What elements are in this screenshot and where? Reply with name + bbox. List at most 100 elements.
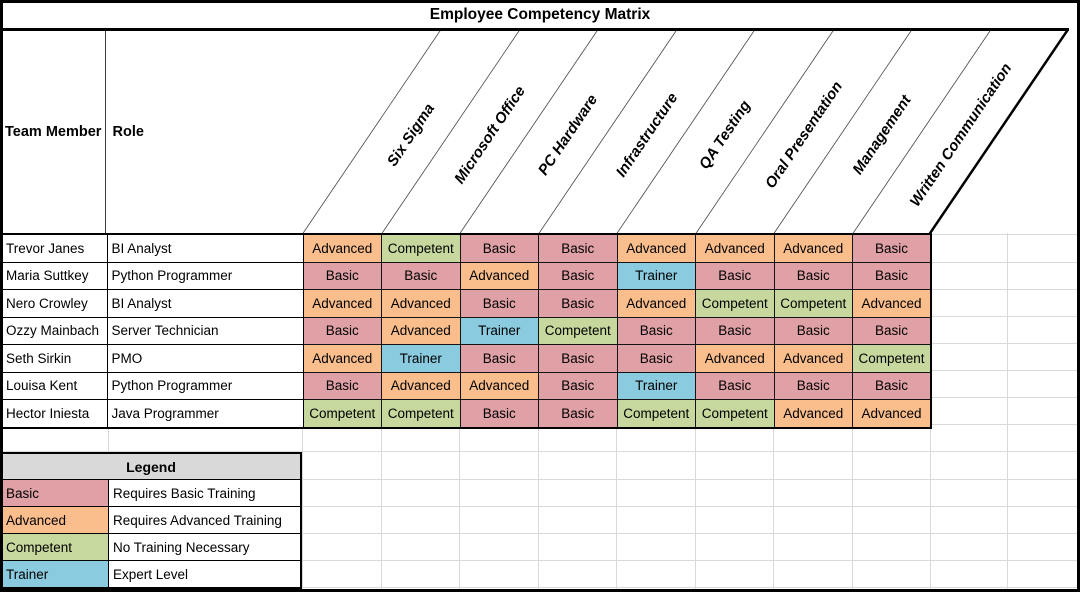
rating-cell-advanced[interactable]: Advanced: [773, 344, 853, 373]
gridline: [930, 424, 931, 589]
title-underline: [0, 28, 1069, 31]
rating-cell-advanced[interactable]: Advanced: [302, 289, 382, 318]
title-cell[interactable]: Employee Competency Matrix: [0, 1, 1080, 28]
rating-cell-competent[interactable]: Competent: [302, 399, 382, 428]
rating-cell-advanced[interactable]: Advanced: [381, 371, 461, 400]
legend-row-competent: Competent No Training Necessary: [2, 534, 300, 561]
gridline: [380, 424, 382, 589]
legend-description-cell[interactable]: Expert Level: [113, 566, 189, 582]
gridline: [459, 424, 460, 589]
rating-cell-basic[interactable]: Basic: [459, 233, 539, 263]
rating-cell-advanced[interactable]: Advanced: [302, 233, 382, 263]
rating-cell-advanced[interactable]: Advanced: [773, 399, 853, 428]
rating-cell-advanced[interactable]: Advanced: [616, 289, 696, 318]
rating-cell-competent[interactable]: Competent: [773, 289, 853, 318]
team-member-cell[interactable]: Trevor Janes: [0, 233, 108, 263]
role-cell[interactable]: Python Programmer: [106, 371, 304, 400]
rating-cell-basic[interactable]: Basic: [538, 261, 618, 290]
role-cell[interactable]: Python Programmer: [106, 261, 304, 290]
rating-cell-basic[interactable]: Basic: [302, 371, 382, 400]
rating-cell-basic[interactable]: Basic: [459, 399, 539, 428]
rating-cell-advanced[interactable]: Advanced: [381, 289, 461, 318]
legend-description-cell[interactable]: Requires Basic Training: [113, 485, 256, 501]
rating-cell-basic[interactable]: Basic: [773, 371, 853, 400]
team-member-cell[interactable]: Hector Iniesta: [0, 399, 108, 428]
rating-cell-basic[interactable]: Basic: [538, 399, 618, 428]
legend-title-cell[interactable]: Legend: [2, 454, 300, 480]
rating-cell-basic[interactable]: Basic: [852, 261, 932, 290]
rating-cell-trainer[interactable]: Trainer: [616, 371, 696, 400]
rating-cell-basic[interactable]: Basic: [773, 316, 853, 345]
rating-cell-trainer[interactable]: Trainer: [616, 261, 696, 290]
rating-cell-basic[interactable]: Basic: [773, 261, 853, 290]
rating-cell-basic[interactable]: Basic: [538, 371, 618, 400]
gridline: [694, 424, 696, 589]
team-member-cell[interactable]: Louisa Kent: [0, 371, 108, 400]
rating-cell-competent[interactable]: Competent: [852, 344, 932, 373]
rating-cell-basic[interactable]: Basic: [302, 316, 382, 345]
rating-cell-basic[interactable]: Basic: [302, 261, 382, 290]
page-title: Employee Competency Matrix: [429, 5, 651, 23]
rating-cell-basic[interactable]: Basic: [538, 233, 618, 263]
role-cell[interactable]: BI Analyst: [106, 289, 304, 318]
rating-cell-basic[interactable]: Basic: [459, 289, 539, 318]
role-cell[interactable]: BI Analyst: [106, 233, 304, 263]
rating-cell-basic[interactable]: Basic: [538, 289, 618, 318]
role-cell[interactable]: PMO: [106, 344, 304, 373]
employee-row: Seth Sirkin PMO Advanced Trainer Basic Basic B…: [0, 344, 932, 373]
team-member-cell[interactable]: Seth Sirkin: [0, 344, 108, 373]
legend-level-cell[interactable]: Competent: [2, 534, 109, 560]
gridline: [851, 424, 853, 589]
rating-cell-competent[interactable]: Competent: [616, 399, 696, 428]
rating-cell-advanced[interactable]: Advanced: [695, 344, 775, 373]
rating-cell-advanced[interactable]: Advanced: [852, 399, 932, 428]
rating-cell-basic[interactable]: Basic: [695, 316, 775, 345]
legend-description-cell[interactable]: Requires Advanced Training: [113, 512, 282, 528]
rating-cell-basic[interactable]: Basic: [695, 371, 775, 400]
rating-cell-competent[interactable]: Competent: [381, 399, 461, 428]
rating-cell-basic[interactable]: Basic: [381, 261, 461, 290]
rating-cell-basic[interactable]: Basic: [695, 261, 775, 290]
rating-cell-competent[interactable]: Competent: [695, 399, 775, 428]
gridline: [616, 424, 617, 589]
rating-cell-basic[interactable]: Basic: [616, 344, 696, 373]
gridline: [930, 316, 1077, 317]
gridline: [930, 233, 1077, 235]
header-cell-team-member[interactable]: Team Member: [0, 30, 106, 233]
rating-cell-basic[interactable]: Basic: [852, 233, 932, 263]
team-member-cell[interactable]: Maria Suttkey: [0, 261, 108, 290]
rating-cell-advanced[interactable]: Advanced: [852, 289, 932, 318]
team-member-cell[interactable]: Ozzy Mainbach: [0, 316, 108, 345]
rating-cell-trainer[interactable]: Trainer: [459, 316, 539, 345]
rating-cell-advanced[interactable]: Advanced: [695, 233, 775, 263]
legend-row-basic: Basic Requires Basic Training: [2, 480, 300, 507]
rating-cell-basic[interactable]: Basic: [852, 316, 932, 345]
header-cell-role[interactable]: Role: [107, 30, 302, 233]
legend-row-trainer: Trainer Expert Level: [2, 561, 300, 587]
rating-cell-basic[interactable]: Basic: [538, 344, 618, 373]
team-member-cell[interactable]: Nero Crowley: [0, 289, 108, 318]
rating-cell-basic[interactable]: Basic: [459, 344, 539, 373]
rating-cell-trainer[interactable]: Trainer: [381, 344, 461, 373]
rating-cell-advanced[interactable]: Advanced: [381, 316, 461, 345]
legend-level-cell[interactable]: Advanced: [2, 507, 109, 533]
rating-cell-advanced[interactable]: Advanced: [616, 233, 696, 263]
rating-cell-advanced[interactable]: Advanced: [459, 371, 539, 400]
gridline: [930, 397, 1077, 398]
legend-level-cell[interactable]: Trainer: [2, 561, 109, 587]
role-cell[interactable]: Server Technician: [106, 316, 304, 345]
gridline: [302, 559, 1077, 561]
rating-cell-competent[interactable]: Competent: [695, 289, 775, 318]
role-cell[interactable]: Java Programmer: [106, 399, 304, 428]
rating-cell-competent[interactable]: Competent: [538, 316, 618, 345]
rating-cell-advanced[interactable]: Advanced: [302, 344, 382, 373]
rating-cell-advanced[interactable]: Advanced: [459, 261, 539, 290]
legend-level-cell[interactable]: Basic: [2, 480, 109, 506]
legend-rows: Basic Requires Basic Training Advanced Requ…: [2, 480, 300, 587]
rating-cell-basic[interactable]: Basic: [852, 371, 932, 400]
rating-cell-competent[interactable]: Competent: [381, 233, 461, 263]
rating-cell-advanced[interactable]: Advanced: [773, 233, 853, 263]
legend-description-cell[interactable]: No Training Necessary: [113, 539, 250, 555]
rating-cell-basic[interactable]: Basic: [616, 316, 696, 345]
